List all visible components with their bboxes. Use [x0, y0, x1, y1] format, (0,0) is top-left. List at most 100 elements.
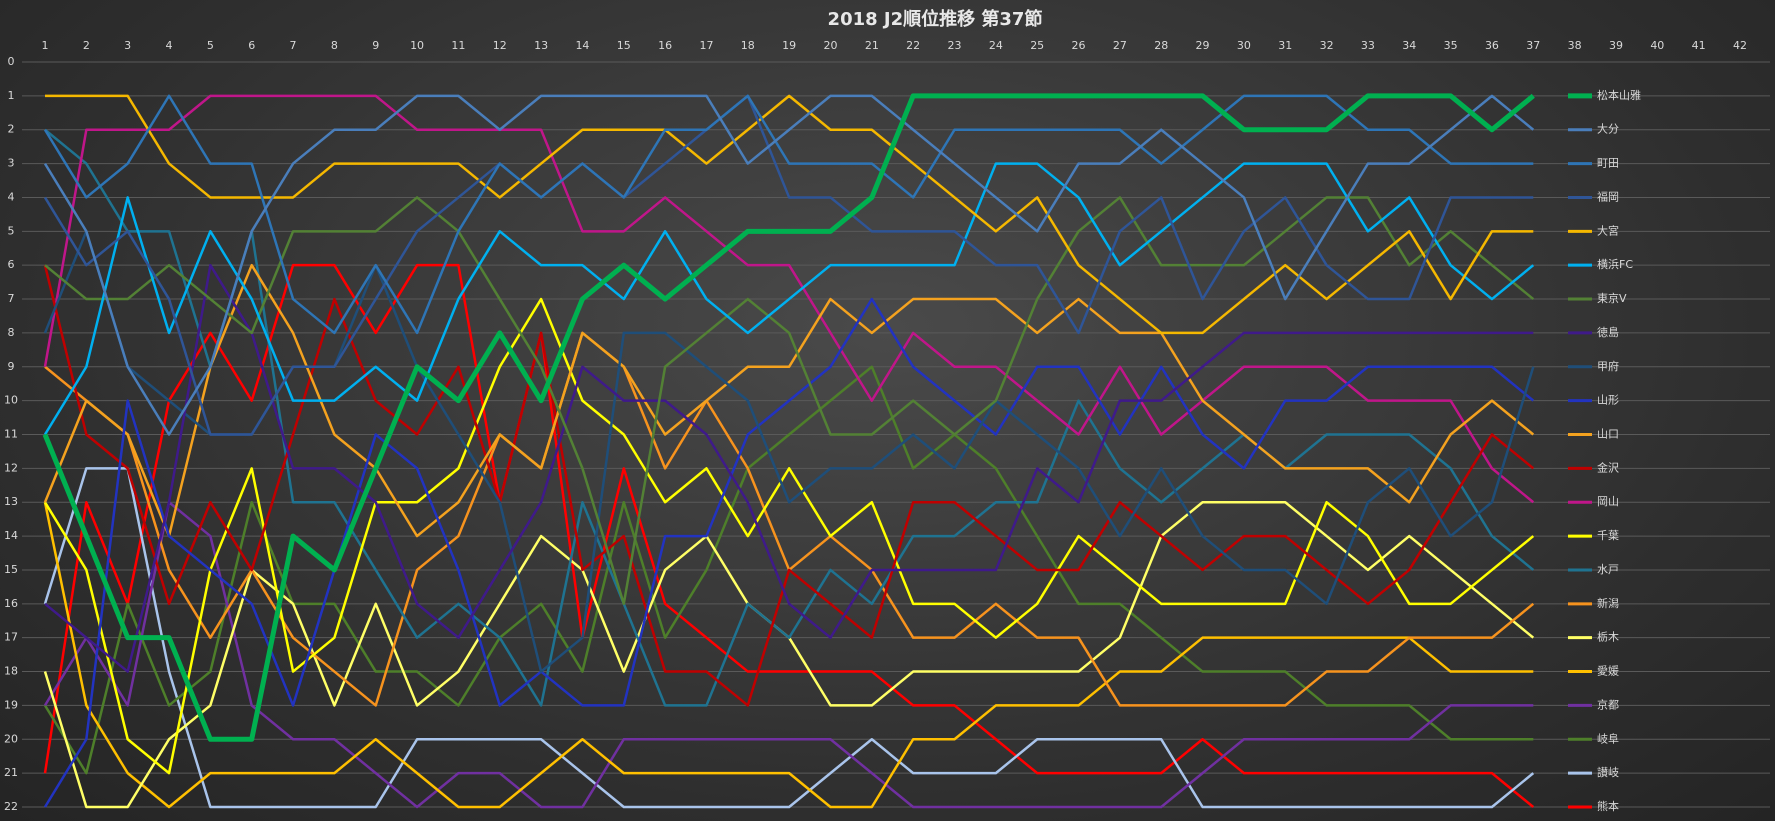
- series-line: [43, 162, 1535, 436]
- x-tick-label: 8: [331, 39, 338, 52]
- series-line: [43, 230, 1535, 673]
- y-tick-label: 17: [4, 631, 18, 644]
- legend-label: 山口: [1597, 428, 1619, 441]
- series-line: [44, 196, 1535, 606]
- series-line: [43, 297, 1535, 808]
- y-tick-label: 11: [4, 428, 18, 441]
- x-tick-label: 4: [166, 39, 173, 52]
- legend-label: 徳島: [1597, 325, 1619, 339]
- x-tick-label: 10: [410, 39, 424, 52]
- legend-label: 新潟: [1597, 596, 1619, 610]
- x-tick-label: 31: [1278, 39, 1292, 52]
- x-tick-label: 34: [1402, 39, 1416, 52]
- x-tick-label: 19: [782, 39, 796, 52]
- x-tick-label: 22: [906, 39, 920, 52]
- series-line: [43, 264, 1535, 707]
- legend-label: 山形: [1597, 394, 1619, 407]
- x-tick-label: 2: [83, 39, 90, 52]
- series-line: [43, 94, 1535, 436]
- x-tick-label: 9: [372, 39, 379, 52]
- y-tick-label: 18: [4, 665, 18, 678]
- y-tick-label: 12: [4, 461, 18, 474]
- series-line: [44, 263, 1534, 673]
- legend-label: 金沢: [1597, 460, 1619, 474]
- x-tick-label: 14: [575, 39, 589, 52]
- y-tick-label: 7: [8, 292, 15, 305]
- y-tick-label: 15: [4, 563, 18, 576]
- x-tick-label: 7: [290, 39, 297, 52]
- x-tick-label: 27: [1113, 39, 1127, 52]
- x-tick-label: 30: [1237, 39, 1251, 52]
- x-tick-label: 11: [451, 39, 465, 52]
- y-tick-label: 8: [8, 326, 15, 339]
- legend-label: 大宮: [1597, 223, 1619, 237]
- legend-label: 讃岐: [1597, 766, 1619, 779]
- x-tick-label: 13: [534, 39, 548, 52]
- x-tick-label: 42: [1733, 39, 1747, 52]
- y-tick-label: 14: [4, 529, 18, 542]
- x-tick-label: 26: [1072, 39, 1086, 52]
- y-tick-label: 1: [8, 89, 15, 102]
- legend-label: 岡山: [1597, 495, 1619, 508]
- x-tick-label: 6: [248, 39, 255, 52]
- x-tick-label: 15: [617, 39, 631, 52]
- x-tick-label: 35: [1444, 39, 1458, 52]
- y-tick-label: 19: [4, 698, 18, 711]
- legend-label: 大分: [1597, 122, 1619, 136]
- y-tick-label: 5: [8, 224, 15, 237]
- series-line: [43, 263, 1535, 538]
- x-tick-label: 33: [1361, 39, 1375, 52]
- y-tick-label: 6: [8, 258, 15, 271]
- y-tick-label: 13: [4, 495, 18, 508]
- series-line: [43, 501, 1534, 809]
- x-tick-label: 41: [1692, 39, 1706, 52]
- x-tick-label: 28: [1154, 39, 1168, 52]
- x-tick-label: 36: [1485, 39, 1499, 52]
- legend-label: 松本山雅: [1597, 88, 1641, 102]
- series-line: [43, 94, 1534, 335]
- x-tick-label: 3: [124, 39, 131, 52]
- legend-label: 熊本: [1597, 799, 1619, 813]
- y-tick-label: 9: [8, 360, 15, 373]
- y-tick-label: 10: [4, 394, 18, 407]
- legend-label: 千葉: [1597, 528, 1619, 542]
- y-tick-label: 0: [8, 55, 15, 68]
- legend-label: 甲府: [1597, 359, 1619, 373]
- legend-label: 福岡: [1597, 189, 1619, 203]
- x-tick-label: 5: [207, 39, 214, 52]
- x-tick-label: 37: [1526, 39, 1540, 52]
- series-line: [43, 263, 1535, 808]
- series-line: [43, 297, 1535, 775]
- x-tick-label: 25: [1030, 39, 1044, 52]
- y-tick-label: 2: [8, 123, 15, 136]
- x-tick-label: 32: [1320, 39, 1334, 52]
- y-tick-label: 20: [4, 732, 18, 745]
- y-tick-label: 21: [4, 766, 18, 779]
- x-tick-label: 17: [699, 39, 713, 52]
- x-tick-label: 40: [1650, 39, 1664, 52]
- x-tick-label: 20: [823, 39, 837, 52]
- series-line: [45, 94, 1534, 335]
- legend-label: 栃木: [1597, 630, 1619, 644]
- x-tick-label: 16: [658, 39, 672, 52]
- series-line: [42, 93, 1535, 742]
- y-tick-label: 3: [8, 157, 15, 170]
- y-tick-label: 4: [8, 190, 15, 203]
- legend-label: 横浜FC: [1597, 257, 1633, 271]
- legend-label: 愛媛: [1597, 664, 1619, 678]
- x-tick-label: 39: [1609, 39, 1623, 52]
- x-tick-label: 18: [741, 39, 755, 52]
- legend-label: 岐阜: [1597, 732, 1619, 745]
- x-tick-label: 24: [989, 39, 1003, 52]
- series-line: [43, 467, 1535, 809]
- legend-label: 水戸: [1597, 563, 1619, 576]
- chart-title: 2018 J2順位推移 第37節: [828, 8, 1043, 30]
- y-tick-label: 16: [4, 597, 18, 610]
- legend-label: 町田: [1597, 157, 1619, 170]
- legend-label: 京都: [1597, 697, 1619, 711]
- series-line: [43, 94, 1535, 504]
- x-tick-label: 21: [865, 39, 879, 52]
- x-tick-label: 29: [1196, 39, 1210, 52]
- x-tick-label: 12: [493, 39, 507, 52]
